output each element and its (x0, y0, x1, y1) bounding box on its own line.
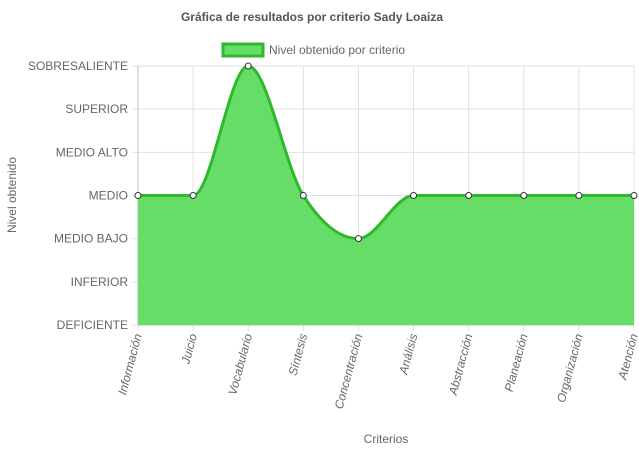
x-tick-label: Síntesis (286, 332, 311, 377)
data-point[interactable] (299, 192, 307, 199)
data-point[interactable] (520, 192, 528, 199)
y-axis-label: Nivel obtenido (5, 157, 19, 233)
x-tick-label: Abstracción (446, 332, 476, 397)
chart-title: Gráfica de resultados por criterio Sady … (181, 10, 443, 24)
y-tick-label: INFERIOR (71, 275, 129, 289)
data-point[interactable] (575, 192, 583, 199)
x-axis-label: Criterios (364, 432, 409, 446)
data-point[interactable] (630, 192, 638, 199)
x-axis-ticks: Información Juicio Vocabulario Síntesis Conc… (115, 332, 639, 411)
x-tick-label: Análisis (396, 332, 420, 377)
legend-label: Nivel obtenido por criterio (269, 43, 405, 57)
y-tick-label: SUPERIOR (65, 102, 128, 116)
x-tick-label: Organización (554, 332, 586, 404)
y-tick-label: MEDIO ALTO (56, 145, 128, 159)
legend[interactable]: Nivel obtenido por criterio (221, 42, 405, 58)
data-point[interactable] (134, 192, 142, 199)
x-tick-label: Juicio (178, 332, 200, 367)
y-axis-ticks: DEFICIENTE INFERIOR MEDIO BAJO MEDIO MEDIO A… (28, 59, 128, 332)
y-tick-label: MEDIO BAJO (54, 232, 128, 246)
data-point[interactable] (189, 192, 197, 199)
y-tick-label: MEDIO (89, 189, 128, 203)
data-point[interactable] (465, 192, 473, 199)
data-points[interactable] (134, 62, 638, 243)
x-tick-label: Concentración (332, 332, 366, 411)
x-tick-label: Planeación (502, 332, 531, 393)
data-point[interactable] (244, 62, 252, 70)
data-point[interactable] (410, 192, 418, 199)
y-tick-label: SOBRESALIENTE (28, 59, 128, 73)
y-tick-label: DEFICIENTE (57, 318, 128, 332)
legend-swatch (221, 42, 265, 58)
data-point[interactable] (354, 235, 362, 243)
x-tick-label: Atención (615, 332, 639, 382)
x-tick-label: Vocabulario (225, 332, 255, 397)
x-tick-label: Información (115, 332, 145, 396)
series-area-fill (138, 66, 634, 325)
